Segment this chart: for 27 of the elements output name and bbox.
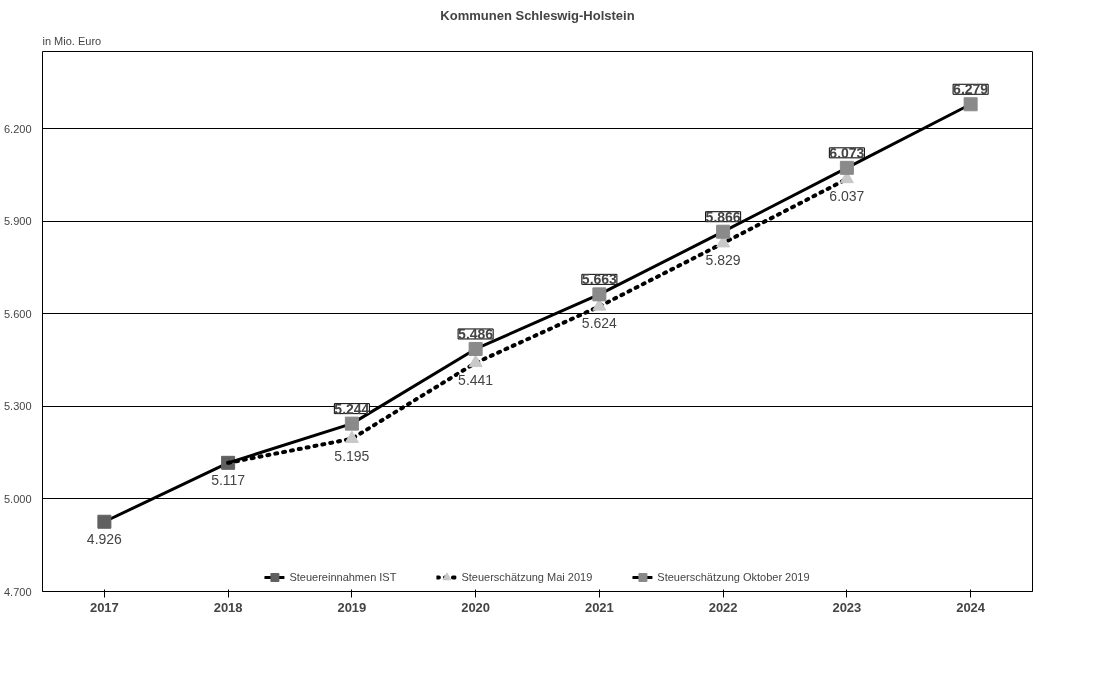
- x-tick-label: 2020: [461, 599, 491, 615]
- chart-title: Kommunen Schleswig-Holstein: [440, 7, 635, 23]
- x-tick-label: 2024: [956, 599, 986, 615]
- x-tick-label: 2019: [337, 599, 367, 615]
- data-label: 6.037: [829, 187, 865, 204]
- data-label: 5.195: [334, 447, 370, 464]
- data-label: 5.441: [458, 371, 494, 388]
- x-tick-label: 2018: [213, 599, 243, 615]
- data-label: 4.926: [86, 530, 123, 547]
- x-tick-label: 2023: [832, 599, 862, 615]
- data-label: 5.866: [705, 208, 741, 225]
- y-tick-label: 6.200: [3, 122, 32, 135]
- y-tick-label: 5.900: [3, 215, 32, 228]
- y-tick-label: 4.700: [3, 585, 32, 598]
- x-tick-label: 2021: [584, 599, 614, 615]
- y-tick-label: 5.300: [3, 400, 32, 413]
- legend-label: Steuereinnahmen IST: [289, 571, 397, 583]
- data-label: 5.117: [211, 471, 246, 488]
- x-tick-label: 2017: [89, 599, 119, 615]
- legend-label: Steuerschätzung Mai 2019: [461, 571, 593, 583]
- y-tick-label: 5.000: [3, 492, 32, 505]
- x-tick-label: 2022: [708, 599, 738, 615]
- data-label: 5.624: [581, 315, 618, 332]
- data-label: 5.829: [705, 252, 741, 269]
- legend-label: Steuerschätzung Oktober 2019: [657, 571, 810, 583]
- y-axis-title: in Mio. Euro: [42, 34, 102, 47]
- y-tick-label: 5.600: [3, 307, 32, 320]
